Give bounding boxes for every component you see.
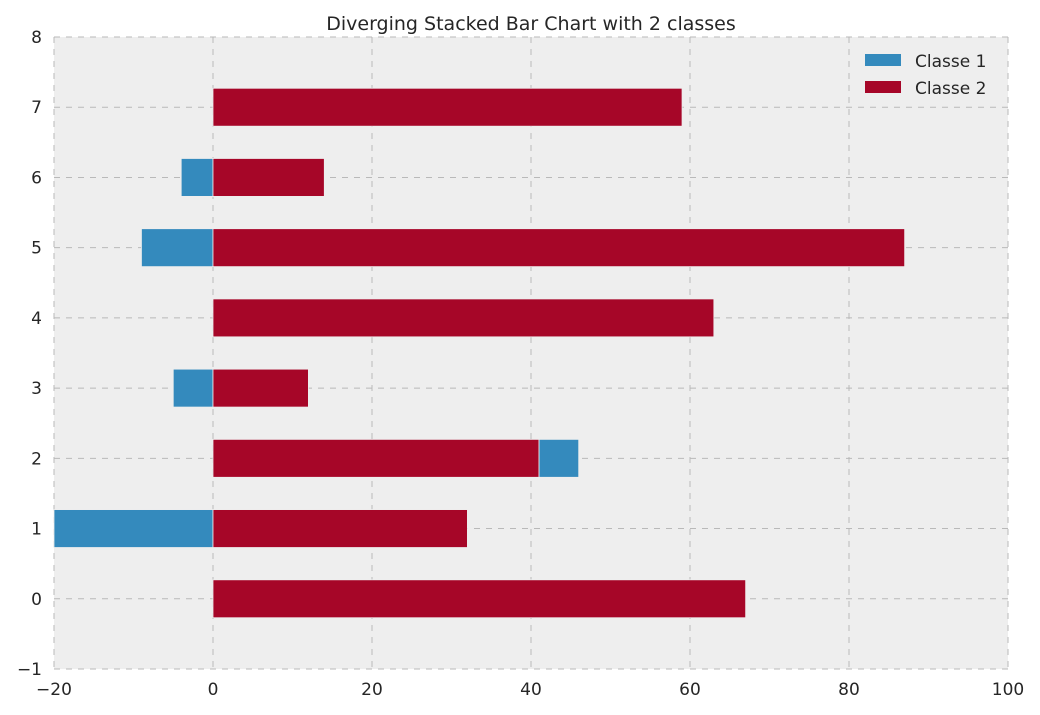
y-tick-label: 4: [31, 309, 42, 329]
y-tick-label: 5: [31, 239, 42, 259]
x-tick-label: −20: [36, 680, 72, 700]
x-tick-label: 60: [679, 680, 701, 700]
x-tick-label: 40: [520, 680, 542, 700]
bar-classe-2-1: [212, 509, 468, 548]
bar-classe-2-3: [212, 368, 309, 408]
legend-label-classe-1: Classe 1: [915, 52, 986, 72]
x-tick-labels: −20 0 20 40 60 80 100: [36, 680, 1024, 700]
bar-classe-1-2: [538, 438, 580, 478]
bar-classe-2-0: [212, 579, 747, 619]
y-tick-label: 2: [31, 449, 42, 469]
y-tick-labels: −1 0 1 2 3 4 5 6 7 8: [17, 28, 42, 680]
bar-classe-1-6: [180, 158, 214, 197]
legend-label-classe-2: Classe 2: [915, 79, 986, 99]
y-tick-label: 8: [31, 28, 42, 48]
x-tick-label: 0: [208, 680, 219, 700]
x-tick-label: 80: [838, 680, 860, 700]
bars: [53, 87, 906, 619]
y-tick-label: 1: [31, 520, 42, 540]
bar-classe-1-1: [53, 509, 214, 548]
legend: Classe 1 Classe 2: [865, 52, 986, 99]
y-tick-label: 0: [31, 590, 42, 610]
y-tick-label: 6: [31, 168, 42, 188]
bar-classe-2-6: [212, 158, 325, 197]
bar-classe-2-7: [212, 87, 683, 127]
bar-classe-1-3: [172, 368, 214, 408]
bar-classe-2-2: [212, 438, 540, 478]
x-tick-label: 100: [992, 680, 1024, 700]
x-tick-label: 20: [361, 680, 383, 700]
y-tick-label: 7: [31, 98, 42, 118]
bar-classe-1-5: [141, 228, 214, 268]
bar-classe-2-5: [212, 228, 906, 268]
bar-classe-2-4: [212, 298, 715, 338]
legend-swatch-classe-2: [865, 81, 901, 93]
legend-swatch-classe-1: [865, 54, 901, 66]
chart-title: Diverging Stacked Bar Chart with 2 class…: [326, 13, 736, 35]
y-tick-label: −1: [17, 660, 42, 680]
y-tick-label: 3: [31, 379, 42, 399]
